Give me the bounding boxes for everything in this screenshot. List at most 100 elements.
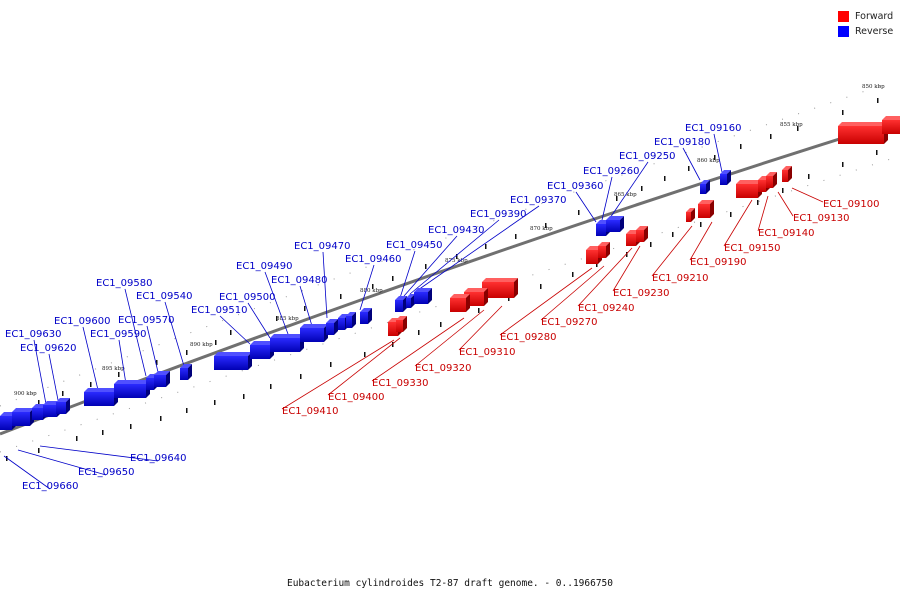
reverse-gene — [12, 408, 34, 426]
forward-gene — [686, 208, 695, 222]
tick-mark — [808, 174, 810, 179]
caption: Eubacterium cylindroides T2-87 draft gen… — [286, 578, 613, 589]
leader-lines — [3, 133, 824, 490]
leader-line — [322, 251, 328, 319]
tick-mark — [626, 252, 628, 257]
reverse-gene-label: EC1_09490 — [236, 261, 292, 272]
kbp-label: 895 kbp — [102, 366, 125, 372]
forward-gene — [396, 316, 407, 332]
reverse-gene-label: EC1_09600 — [54, 316, 110, 327]
tick-mark — [186, 408, 188, 413]
leader-line — [417, 205, 540, 291]
kbp-label: 880 kbp — [360, 288, 383, 294]
kbp-label: 855 kbp — [780, 122, 803, 128]
tick-mark — [515, 234, 517, 239]
reverse-gene-label: EC1_09500 — [219, 292, 275, 303]
tick-mark — [102, 430, 104, 435]
reverse-gene — [406, 294, 415, 308]
leader-line — [124, 288, 147, 377]
tick-mark — [440, 322, 442, 327]
leader-line — [757, 195, 769, 232]
leader-line — [609, 161, 649, 219]
leader-line — [577, 247, 633, 307]
tick-mark — [578, 210, 580, 215]
tick-mark — [76, 436, 78, 441]
leader-line — [17, 449, 107, 476]
tick-mark — [664, 176, 666, 181]
forward-gene-label: EC1_09330 — [372, 378, 428, 389]
leader-line — [540, 265, 605, 321]
leader-line — [281, 339, 395, 410]
tick-mark — [270, 384, 272, 389]
kbp-label: 860 kbp — [697, 158, 720, 164]
tick-mark — [90, 382, 92, 387]
leader-line — [371, 317, 465, 382]
leader-line — [3, 455, 51, 490]
gene-features — [0, 116, 900, 430]
tick-mark — [876, 150, 878, 155]
kbp-label: 885 kbp — [276, 316, 299, 322]
forward-label: Forward — [855, 11, 894, 22]
tick-mark — [62, 391, 64, 396]
tick-mark — [770, 134, 772, 139]
tick-mark — [730, 212, 732, 217]
reverse-gene — [214, 352, 252, 370]
tick-mark — [243, 394, 245, 399]
reverse-gene-label: EC1_09250 — [619, 151, 675, 162]
leader-line — [164, 301, 185, 367]
tick-mark — [700, 222, 702, 227]
forward-gene-label: EC1_09400 — [328, 392, 384, 403]
forward-gene-label: EC1_09280 — [500, 332, 556, 343]
kbp-label: 850 kbp — [862, 84, 885, 90]
forward-gene-label: EC1_09150 — [724, 243, 780, 254]
reverse-gene-label: EC1_09470 — [294, 241, 350, 252]
reverse-gene — [84, 388, 118, 406]
tick-mark — [877, 98, 879, 103]
forward-gene-label: EC1_09130 — [793, 213, 849, 224]
tick-mark — [842, 162, 844, 167]
legend-forward: Forward — [838, 9, 893, 24]
reverse-swatch — [838, 26, 849, 37]
leader-line — [327, 337, 401, 396]
leader-line — [409, 219, 500, 295]
reverse-gene — [720, 170, 731, 185]
leader-line — [713, 133, 723, 173]
forward-gene — [838, 122, 888, 144]
tick-mark — [672, 232, 674, 237]
forward-gene-label: EC1_09230 — [613, 288, 669, 299]
tick-mark — [118, 372, 120, 377]
tick-mark — [330, 362, 332, 367]
reverse-gene-label: EC1_09390 — [470, 209, 526, 220]
tick-mark — [782, 188, 784, 193]
forward-gene-label: EC1_09270 — [541, 317, 597, 328]
leader-line — [359, 264, 375, 311]
forward-gene — [782, 166, 792, 182]
tick-mark — [214, 400, 216, 405]
forward-gene-label: EC1_09310 — [459, 347, 515, 358]
reverse-gene — [395, 296, 407, 312]
leader-line — [48, 353, 59, 401]
tick-mark — [156, 360, 158, 365]
tick-mark — [392, 276, 394, 281]
leader-line — [458, 305, 503, 351]
reverse-gene-label: EC1_09260 — [583, 166, 639, 177]
tick-mark — [456, 254, 458, 259]
forward-gene-label: EC1_09410 — [282, 406, 338, 417]
reverse-gene — [414, 288, 432, 304]
tick-mark — [478, 308, 480, 313]
leader-line — [723, 199, 753, 247]
reverse-gene — [360, 308, 372, 324]
leader-line — [612, 245, 641, 292]
tick-mark — [38, 448, 40, 453]
leader-line — [33, 339, 47, 405]
reverse-gene — [180, 364, 192, 380]
tick-mark — [688, 166, 690, 171]
reverse-gene-label: EC1_09450 — [386, 240, 442, 251]
reverse-gene — [250, 341, 274, 359]
leader-line — [601, 176, 613, 221]
tick-mark — [842, 110, 844, 115]
tick-mark — [340, 294, 342, 299]
tick-mark — [425, 264, 427, 269]
tick-mark — [485, 244, 487, 249]
